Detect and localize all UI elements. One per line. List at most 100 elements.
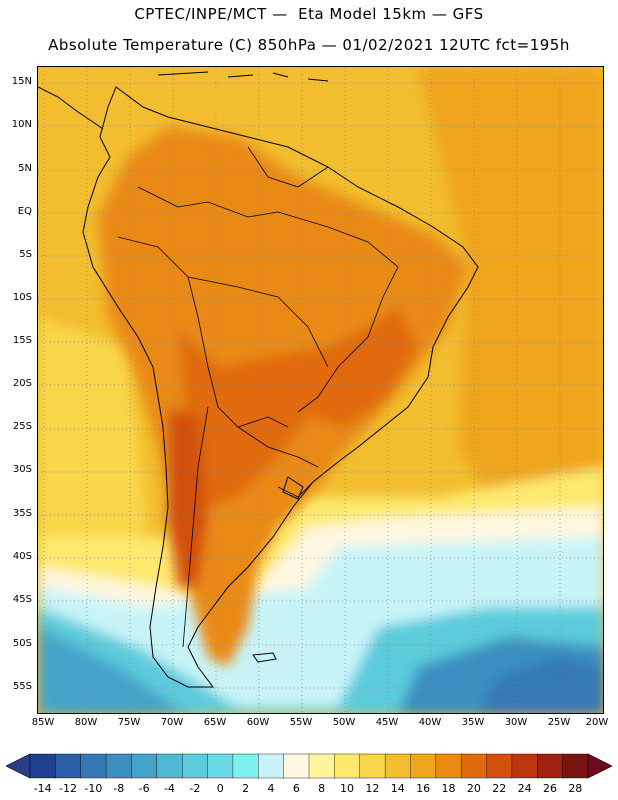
colorbar-swatch [384,753,412,779]
lat-label: 10N [11,119,32,130]
graticule [38,67,603,713]
map-panel [37,66,604,714]
colorbar-swatch [410,753,437,779]
lat-label: 20S [12,378,32,389]
lat-label: 10S [12,292,32,303]
lat-label: 45S [12,594,32,605]
field-ocean-east-warm [418,67,603,527]
field-land-hot-andes [168,407,208,587]
lon-label: 85W [31,717,55,728]
colorbar-swatch [181,753,209,779]
colorbar-label: 14 [390,782,405,795]
colorbar-label: 12 [365,782,380,795]
colorbar-swatch [55,753,82,779]
colorbar-swatch [232,753,259,779]
country-border [117,236,289,428]
country-border [182,406,209,648]
lat-label: EQ [17,206,32,217]
colorbar-label: -4 [164,782,175,795]
colorbar-label: 6 [292,782,300,795]
colorbar-swatch [460,753,488,779]
colorbar-swatch [80,753,107,779]
colorbar-swatch [131,753,158,779]
map-subtitle: Absolute Temperature (C) 850hPa — 01/02/… [48,36,570,54]
colorbar-swatch [562,753,589,779]
colorbar-label: 0 [216,782,224,795]
colorbar-label: 16 [416,782,431,795]
colorbar-swatch [156,753,183,779]
lon-label: 65W [203,717,227,728]
falklands [252,652,277,663]
lon-label: 30W [504,717,528,728]
colorbar-swatch [308,753,336,779]
colorbar-label: -14 [33,782,52,795]
colorbar-swatch [258,753,285,779]
field-land-hot-center [178,307,418,507]
country-border [277,481,314,498]
colorbar-swatch [486,753,513,779]
caribbean-islands [157,71,329,82]
temperature-map [38,67,603,713]
lon-label: 45W [375,717,399,728]
field-south-colder [38,627,186,713]
colorbar-swatch [29,753,57,779]
country-border [137,186,399,413]
colorbar-label: 26 [542,782,557,795]
colorbar-swatch [511,753,538,779]
lat-label: 5S [19,249,32,260]
lon-label: 70W [160,717,184,728]
colorbar-label: 24 [517,782,532,795]
central-america-coastline [38,86,104,130]
colorbar-label: -12 [59,782,78,795]
colorbar-swatch [283,753,310,779]
lon-label: 55W [289,717,313,728]
colorbar-label: 4 [267,782,275,795]
colorbar-label: 28 [568,782,583,795]
colorbar-label: -2 [189,782,201,795]
colorbar-label: -10 [84,782,103,795]
map-title: CPTEC/INPE/MCT — Eta Model 15km — GFS [134,5,484,23]
colorbar-swatch [537,753,564,779]
lon-label: 60W [246,717,270,728]
colorbar-label: -6 [138,782,150,795]
country-border [237,426,319,468]
lon-label: 35W [461,717,485,728]
colorbar-arrow-right [587,753,612,779]
country-border [247,146,329,188]
lon-label: 25W [547,717,571,728]
field-ocean-west [38,317,148,577]
lat-label: 30S [12,464,32,475]
colorbar-label: 2 [242,782,250,795]
colorbar-swatch [359,753,386,779]
south-america-coastline [82,86,479,688]
colorbar-label: 18 [441,782,456,795]
lon-label: 80W [74,717,98,728]
lon-label: 75W [117,717,141,728]
colorbar-swatch [207,753,234,779]
lat-label: 15S [12,335,32,346]
country-border [187,276,329,368]
lat-label: 40S [12,551,32,562]
field-south-coldest [479,657,603,713]
colorbar-label: 10 [340,782,355,795]
colorbar-swatch [435,753,462,779]
lon-label: 20W [585,717,609,728]
lat-label: 25S [12,421,32,432]
colorbar [6,753,612,779]
lon-label: 40W [418,717,442,728]
colorbar-arrow-left [6,753,31,779]
colorbar-label: 22 [492,782,507,795]
lat-label: 35S [12,508,32,519]
lat-label: 5N [18,163,32,174]
lat-label: 50S [12,638,32,649]
colorbar-swatch [105,753,133,779]
colorbar-label: -8 [113,782,125,795]
colorbar-label: 8 [318,782,326,795]
uruguay-outline [282,476,304,500]
lat-label: 15N [11,76,32,87]
colorbar-label: 20 [466,782,481,795]
colorbar-swatch [334,753,361,779]
country-borders [117,146,399,648]
lon-label: 50W [332,717,356,728]
lat-label: 55S [12,681,32,692]
